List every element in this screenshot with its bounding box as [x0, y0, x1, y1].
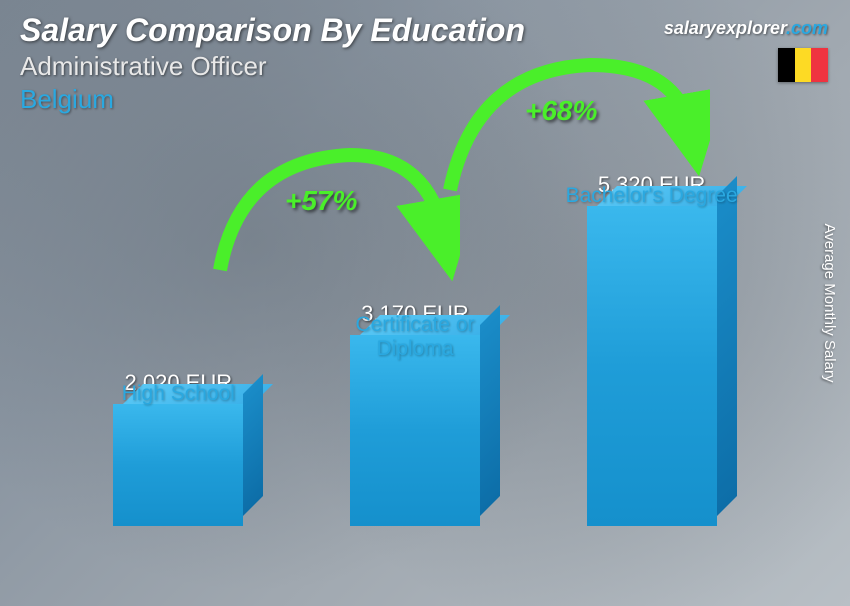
bar-1: [113, 404, 243, 526]
chart-area: +57% +68% 2,020 EUR High School 3,170 EU…: [60, 150, 770, 586]
flag-stripe-3: [811, 48, 828, 82]
bar-label-3: Bachelor's Degree: [552, 184, 752, 208]
bar-3: [587, 206, 717, 526]
brand-logo: salaryexplorer.com: [664, 18, 828, 39]
bar-label-2: Certificate or Diploma: [315, 313, 515, 361]
flag-stripe-2: [795, 48, 812, 82]
flag-stripe-1: [778, 48, 795, 82]
bar-label-1: High School: [78, 382, 278, 406]
brand-suffix: .com: [786, 18, 828, 38]
bars-container: 2,020 EUR High School 3,170 EUR Certific…: [60, 150, 770, 526]
brand-name: salaryexplorer: [664, 18, 786, 38]
bar-group-3: 5,320 EUR Bachelor's Degree: [552, 172, 752, 526]
bar-group-1: 2,020 EUR High School: [78, 370, 278, 526]
y-axis-label: Average Monthly Salary: [821, 224, 838, 383]
bar-group-2: 3,170 EUR Certificate or Diploma: [315, 301, 515, 526]
bar-2: [350, 335, 480, 526]
country-flag: [778, 48, 828, 82]
increase-label-2: +68%: [525, 95, 597, 127]
